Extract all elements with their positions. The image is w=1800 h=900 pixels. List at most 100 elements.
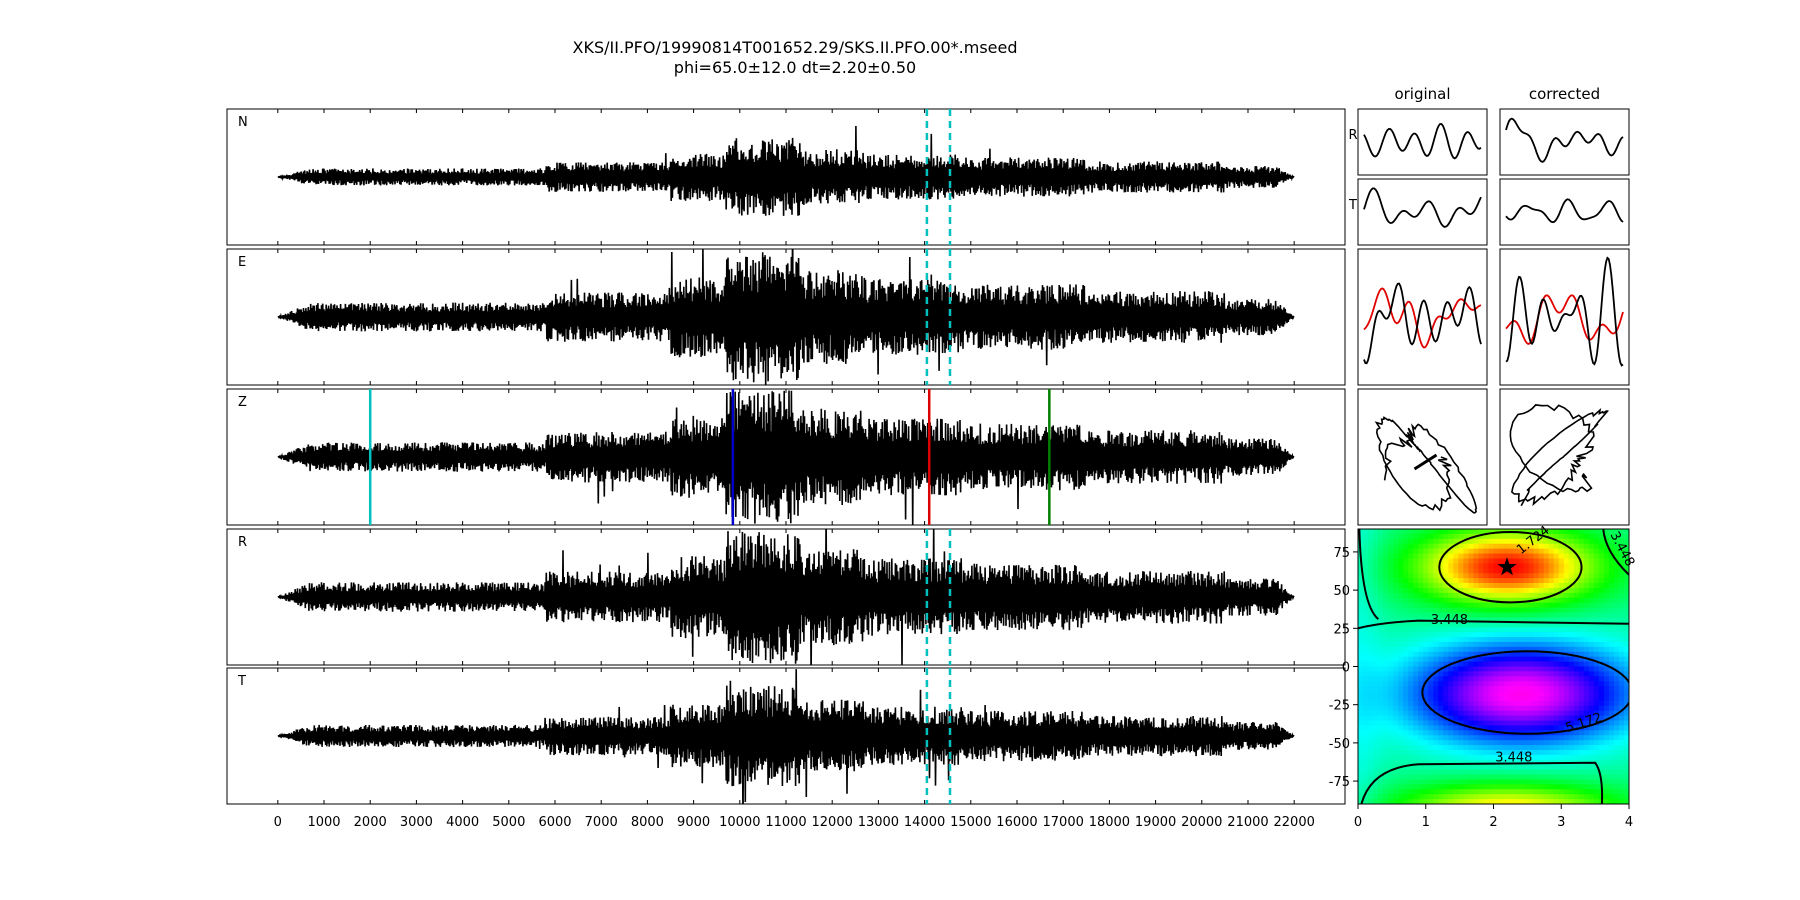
heatmap-cell <box>1563 563 1570 569</box>
heatmap-cell <box>1433 543 1439 550</box>
heatmap-cell <box>1553 700 1560 707</box>
heatmap-cell <box>1558 695 1565 702</box>
heatmap-cell <box>1388 705 1394 712</box>
heatmap-cell <box>1548 799 1555 804</box>
heatmap-cell <box>1573 592 1580 599</box>
heatmap-cell <box>1558 602 1565 609</box>
heatmap-cell <box>1473 769 1480 776</box>
heatmap-cell <box>1473 789 1480 795</box>
heatmap-cell <box>1548 749 1555 756</box>
heatmap-cell <box>1588 691 1595 697</box>
heatmap-cell <box>1588 597 1595 604</box>
heatmap-cell <box>1393 563 1399 569</box>
heatmap-cell <box>1603 745 1610 751</box>
heatmap-cell <box>1398 651 1404 658</box>
heatmap-cell <box>1493 637 1500 643</box>
heatmap-cell <box>1383 602 1389 609</box>
heatmap-cell <box>1463 676 1470 682</box>
heatmap-cell <box>1478 529 1485 535</box>
heatmap-cell <box>1508 789 1515 795</box>
heatmap-cell <box>1578 695 1585 702</box>
heatmap-cell <box>1548 553 1555 560</box>
heatmap-cell <box>1388 587 1394 594</box>
heatmap-cell <box>1438 587 1444 594</box>
heatmap-cell <box>1608 695 1615 702</box>
heatmap-cell <box>1493 730 1500 736</box>
heatmap-cell <box>1393 666 1399 673</box>
heatmap-cell <box>1483 612 1490 618</box>
heatmap-cell <box>1528 568 1535 574</box>
heatmap-cell <box>1403 651 1409 658</box>
heatmap-cell <box>1378 784 1384 790</box>
heatmap-cell <box>1558 681 1565 687</box>
heatmap-cell <box>1433 646 1439 653</box>
heatmap-cell <box>1538 671 1545 677</box>
heatmap-cell <box>1463 641 1470 648</box>
heatmap-cell <box>1528 529 1535 535</box>
heatmap-cell <box>1503 749 1510 756</box>
heatmap-cell <box>1583 794 1590 800</box>
heatmap-cell <box>1468 759 1475 766</box>
heatmap-cell <box>1438 538 1444 545</box>
column-corrected <box>1499 108 1630 526</box>
heatmap-cell <box>1543 583 1550 589</box>
heatmap-cell <box>1383 538 1389 545</box>
heatmap-cell <box>1493 769 1500 776</box>
heatmap-cell <box>1398 735 1404 741</box>
heatmap-cell <box>1498 661 1505 668</box>
heatmap-cell <box>1528 686 1535 692</box>
heatmap-cell <box>1513 587 1520 594</box>
heatmap-cell <box>1383 676 1389 682</box>
heatmap-cell <box>1463 720 1470 727</box>
heatmap-cell <box>1368 695 1374 702</box>
heatmap-cell <box>1573 754 1580 761</box>
heatmap-cell <box>1623 769 1629 776</box>
heatmap-cell <box>1588 632 1595 638</box>
heatmap-cell <box>1553 720 1560 727</box>
heatmap-cell <box>1513 622 1520 628</box>
heatmap-cell <box>1528 651 1535 658</box>
heatmap-cell <box>1503 553 1510 560</box>
heatmap-cell <box>1533 533 1540 540</box>
heatmap-cell <box>1483 641 1490 648</box>
heatmap-cell <box>1443 651 1449 658</box>
heatmap-cell <box>1413 794 1419 800</box>
heatmap-cell <box>1618 573 1625 579</box>
heatmap-cell <box>1448 691 1454 697</box>
heatmap-cell <box>1603 705 1610 712</box>
heatmap-cell <box>1538 666 1545 673</box>
x-tick-label: 16000 <box>996 815 1037 830</box>
heatmap-cell <box>1478 745 1485 751</box>
heatmap-cell <box>1528 794 1535 800</box>
heatmap-cell <box>1473 691 1480 697</box>
heatmap-cell <box>1618 759 1625 766</box>
heatmap-cell <box>1443 602 1449 609</box>
heatmap-cell <box>1613 700 1620 707</box>
heatmap-cell <box>1373 646 1379 653</box>
heatmap-cell <box>1618 686 1625 692</box>
x-tick-label: 22000 <box>1274 815 1315 830</box>
heatmap-cell <box>1478 548 1485 555</box>
heatmap-cell <box>1438 529 1444 535</box>
heatmap-cell <box>1538 592 1545 599</box>
heatmap-cell <box>1578 646 1585 653</box>
heatmap-cell <box>1553 632 1560 638</box>
heatmap-cell <box>1548 779 1555 785</box>
heatmap-cell <box>1578 789 1585 795</box>
heatmap-cell <box>1468 627 1475 633</box>
heatmap-cell <box>1568 735 1575 741</box>
heatmap-cell <box>1573 710 1580 717</box>
heatmap-cell <box>1383 651 1389 658</box>
heatmap-cell <box>1583 533 1590 540</box>
heatmap-cell <box>1538 735 1545 741</box>
heatmap-cell <box>1373 720 1379 727</box>
heatmap-cell <box>1508 769 1515 776</box>
heatmap-cell <box>1413 578 1419 584</box>
heatmap-cell <box>1438 632 1444 638</box>
heatmap-cell <box>1593 651 1600 658</box>
heatmap-cell <box>1408 553 1414 560</box>
heatmap-cell <box>1533 661 1540 668</box>
heatmap-cell <box>1508 764 1515 771</box>
heatmap-cell <box>1413 745 1419 751</box>
heatmap-cell <box>1538 637 1545 643</box>
